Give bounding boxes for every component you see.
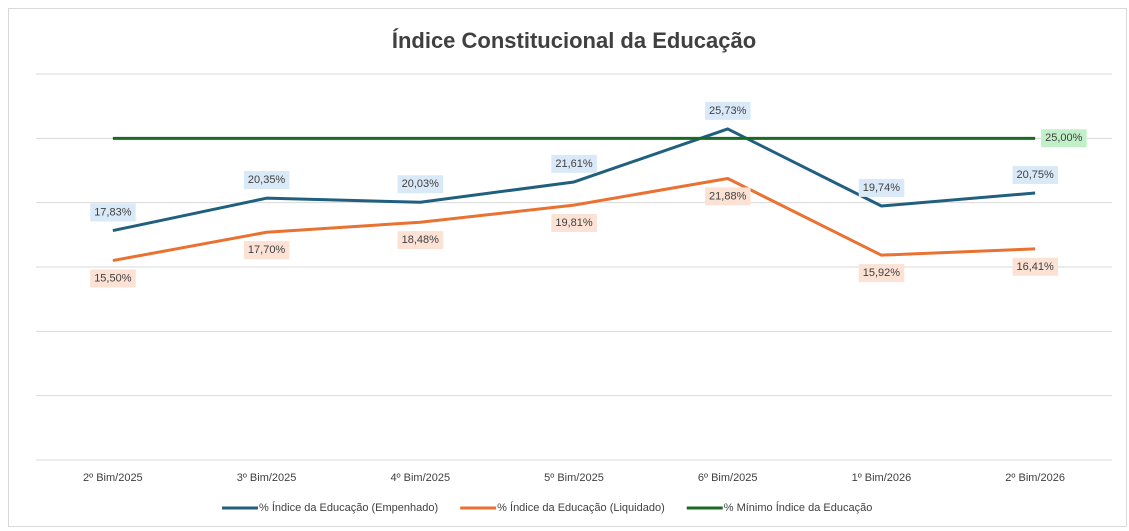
data-label: 17,70% <box>248 244 286 256</box>
data-label: 20,35% <box>248 174 286 186</box>
data-label-bg <box>705 187 751 206</box>
x-tick-label: 5º Bim/2025 <box>544 472 604 484</box>
data-label: 20,75% <box>1016 169 1054 181</box>
data-label-bg <box>243 171 290 190</box>
data-label-bg <box>1041 129 1087 148</box>
data-label: 21,88% <box>709 190 747 202</box>
data-label-bg <box>551 154 597 173</box>
data-label: 25,73% <box>709 105 747 117</box>
data-label: 20,03% <box>402 178 440 190</box>
data-label-bg <box>243 241 290 260</box>
series-line <box>112 127 1036 233</box>
chart-title: Índice Constitucional da Educação <box>392 28 756 53</box>
data-label: 21,61% <box>555 158 593 170</box>
data-label: 25,00% <box>1045 132 1083 144</box>
data-label: 17,83% <box>94 206 132 218</box>
x-tick-label: 2º Bim/2026 <box>1005 472 1065 484</box>
x-tick-label: 2º Bim/2025 <box>83 472 143 484</box>
x-tick-label: 6º Bim/2025 <box>698 472 758 484</box>
data-label-bg <box>90 203 136 222</box>
data-label-bg <box>397 231 444 250</box>
data-label-bg <box>90 269 136 288</box>
data-label-bg <box>397 175 444 194</box>
data-label: 18,48% <box>402 234 440 246</box>
legend-label: % Índice da Educação (Empenhado) <box>259 501 438 514</box>
data-label: 19,81% <box>555 217 593 229</box>
data-label-bg <box>1012 257 1059 276</box>
data-label-bg <box>858 264 905 283</box>
x-tick-label: 3º Bim/2025 <box>237 472 297 484</box>
data-label-bg <box>858 178 905 197</box>
data-label-bg <box>551 214 597 233</box>
data-label: 19,74% <box>863 182 901 194</box>
data-label: 16,41% <box>1016 261 1054 273</box>
x-tick-label: 4º Bim/2025 <box>390 472 450 484</box>
x-tick-label: 1º Bim/2026 <box>852 472 912 484</box>
data-label-bg <box>705 101 751 120</box>
data-label: 15,92% <box>863 267 901 279</box>
data-label: 15,50% <box>94 272 132 284</box>
data-label-bg <box>1012 165 1059 184</box>
series-line <box>112 176 1036 263</box>
legend-label: % Mínimo Índice da Educação <box>724 501 873 514</box>
legend-label: % Índice da Educação (Liquidado) <box>497 501 665 514</box>
